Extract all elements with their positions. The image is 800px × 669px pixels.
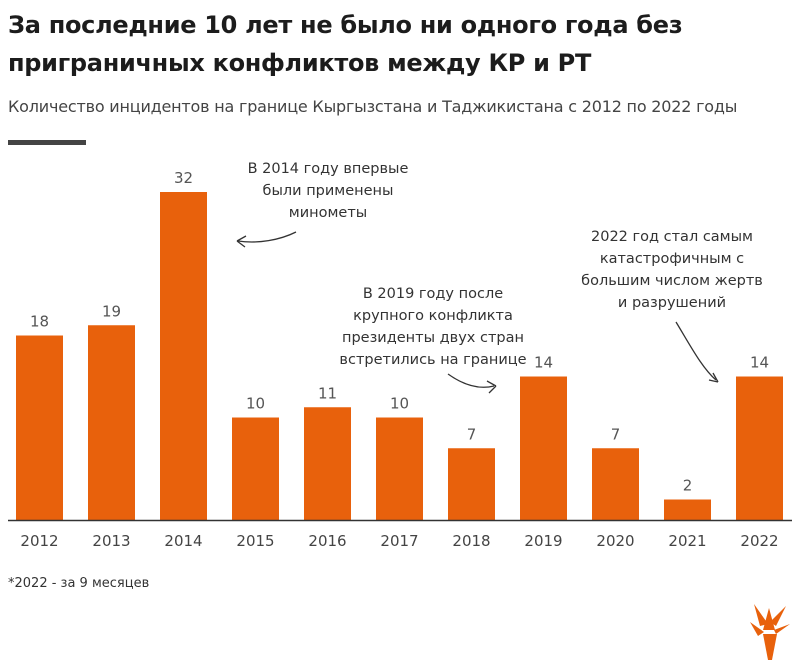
- data-label-2022: 14: [750, 354, 769, 372]
- chart-title-line1: За последние 10 лет не было ни одного го…: [8, 11, 683, 39]
- data-label-2017: 10: [390, 395, 409, 413]
- annotation-2014-line-3: минометы: [289, 205, 367, 221]
- x-tick-label-2013: 2013: [92, 532, 130, 550]
- bar-2021: [664, 499, 711, 520]
- x-tick-label-2019: 2019: [524, 532, 562, 550]
- data-label-2021: 2: [683, 477, 693, 495]
- bar-2016: [304, 407, 351, 520]
- data-label-2016: 11: [318, 384, 337, 402]
- data-label-2020: 7: [611, 425, 621, 443]
- bar-2017: [376, 417, 423, 520]
- annotation-2022-line-2: катастрофичным с: [600, 251, 744, 267]
- data-label-2013: 19: [102, 302, 121, 320]
- footnote: *2022 - за 9 месяцев: [8, 576, 150, 591]
- title-underline: [8, 140, 86, 145]
- data-label-2015: 10: [246, 395, 265, 413]
- bar-2019: [520, 376, 567, 520]
- x-tick-label-2016: 2016: [308, 532, 346, 550]
- bar-2018: [448, 448, 495, 520]
- bar-2012: [16, 335, 63, 520]
- annotation-2014-arrowhead-icon: [236, 235, 247, 248]
- x-tick-label-2015: 2015: [236, 532, 274, 550]
- chart-title-line2: приграничных конфликтов между КР и РТ: [8, 49, 592, 77]
- annotation-2014-line-1: В 2014 году впервые: [248, 161, 409, 177]
- data-label-2014: 32: [174, 169, 193, 187]
- rferl-torch-logo-icon: [750, 604, 790, 660]
- x-tick-label-2020: 2020: [596, 532, 634, 550]
- annotation-2019-arrow: [447, 373, 495, 388]
- bar-2014: [160, 192, 207, 520]
- annotation-2019-line-3: президенты двух стран: [342, 330, 524, 346]
- annotation-2014-arrow: [237, 231, 297, 243]
- data-label-2019: 14: [534, 354, 553, 372]
- bar-2015: [232, 417, 279, 520]
- x-tick-label-2018: 2018: [452, 532, 490, 550]
- annotation-2019-line-2: крупного конфликта: [353, 308, 513, 324]
- x-tick-label-2014: 2014: [164, 532, 202, 550]
- annotation-2019-line-1: В 2019 году после: [363, 286, 503, 302]
- x-tick-label-2017: 2017: [380, 532, 418, 550]
- x-tick-label-2022: 2022: [740, 532, 778, 550]
- x-tick-label-2021: 2021: [668, 532, 706, 550]
- bar-2013: [88, 325, 135, 520]
- annotation-2022-arrowhead-icon: [708, 372, 719, 383]
- data-label-2018: 7: [467, 425, 477, 443]
- x-tick-label-2012: 2012: [20, 532, 58, 550]
- chart-subtitle: Количество инцидентов на границе Кыргызс…: [8, 97, 738, 116]
- annotation-2022-line-4: и разрушений: [618, 295, 726, 311]
- annotation-2022-line-3: большим числом жертв: [581, 273, 763, 289]
- annotation-2014-line-2: были применены: [263, 183, 394, 199]
- bar-2020: [592, 448, 639, 520]
- annotation-2019-line-4: встретились на границе: [339, 352, 526, 368]
- annotation-2022-arrow: [675, 321, 717, 381]
- chart-title: За последние 10 лет не было ни одного го…: [8, 6, 788, 82]
- data-label-2012: 18: [30, 313, 49, 331]
- bar-2022: [736, 376, 783, 520]
- annotation-2022-line-1: 2022 год стал самым: [591, 229, 753, 245]
- annotation-2019-arrowhead-icon: [486, 380, 497, 394]
